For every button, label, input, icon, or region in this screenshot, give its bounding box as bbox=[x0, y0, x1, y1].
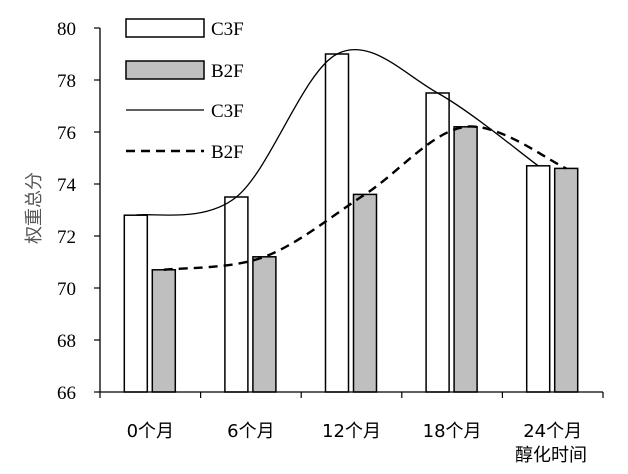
x-tick-label: 24个月 bbox=[523, 421, 582, 442]
x-tick-label: 18个月 bbox=[423, 421, 482, 442]
bar-c3f-3 bbox=[425, 92, 450, 393]
x-axis-label: 醇化时间 bbox=[515, 445, 587, 466]
legend-swatch bbox=[125, 60, 205, 80]
y-tick-label: 70 bbox=[57, 279, 76, 300]
bar-b2f-3 bbox=[453, 126, 478, 393]
bar-c3f-2 bbox=[324, 53, 350, 393]
y-tick-label: 74 bbox=[57, 175, 77, 196]
x-tick-label: 0个月 bbox=[127, 421, 174, 442]
y-tick-label: 78 bbox=[57, 71, 76, 92]
y-axis-label: 权重总分 bbox=[24, 172, 45, 244]
legend-label: C3F bbox=[211, 101, 244, 122]
bar-b2f-2 bbox=[352, 193, 378, 393]
bar-b2f-4 bbox=[553, 167, 579, 393]
bar-c3f-0 bbox=[123, 214, 149, 393]
x-tick-label: 12个月 bbox=[322, 421, 381, 442]
y-tick-label: 68 bbox=[57, 331, 76, 352]
y-tick-label: 66 bbox=[57, 383, 76, 404]
legend-label: C3F bbox=[211, 19, 244, 40]
legend-label: B2F bbox=[211, 61, 244, 82]
bars-layer bbox=[123, 53, 579, 393]
legend-label: B2F bbox=[211, 142, 244, 163]
bar-c3f-4 bbox=[525, 165, 551, 393]
bar-b2f-1 bbox=[252, 256, 277, 393]
axes-layer bbox=[99, 28, 603, 393]
y-tick-label: 72 bbox=[57, 227, 76, 248]
legend: C3F B2F C3F B2F bbox=[125, 18, 244, 163]
y-tick-label: 76 bbox=[57, 123, 76, 144]
line-c3f bbox=[135, 48, 539, 216]
y-tick-label: 80 bbox=[57, 19, 76, 40]
legend-swatch bbox=[125, 18, 205, 38]
ticks-layer: 66 68 70 72 74 76 78 80 0个月 6个月 12个月 18个月 24个月 bbox=[57, 19, 604, 442]
x-tick-label: 6个月 bbox=[227, 421, 274, 442]
line-b2f bbox=[163, 125, 567, 271]
lines-layer bbox=[135, 48, 567, 271]
bar-b2f-0 bbox=[151, 269, 177, 393]
bar-c3f-1 bbox=[224, 196, 249, 393]
